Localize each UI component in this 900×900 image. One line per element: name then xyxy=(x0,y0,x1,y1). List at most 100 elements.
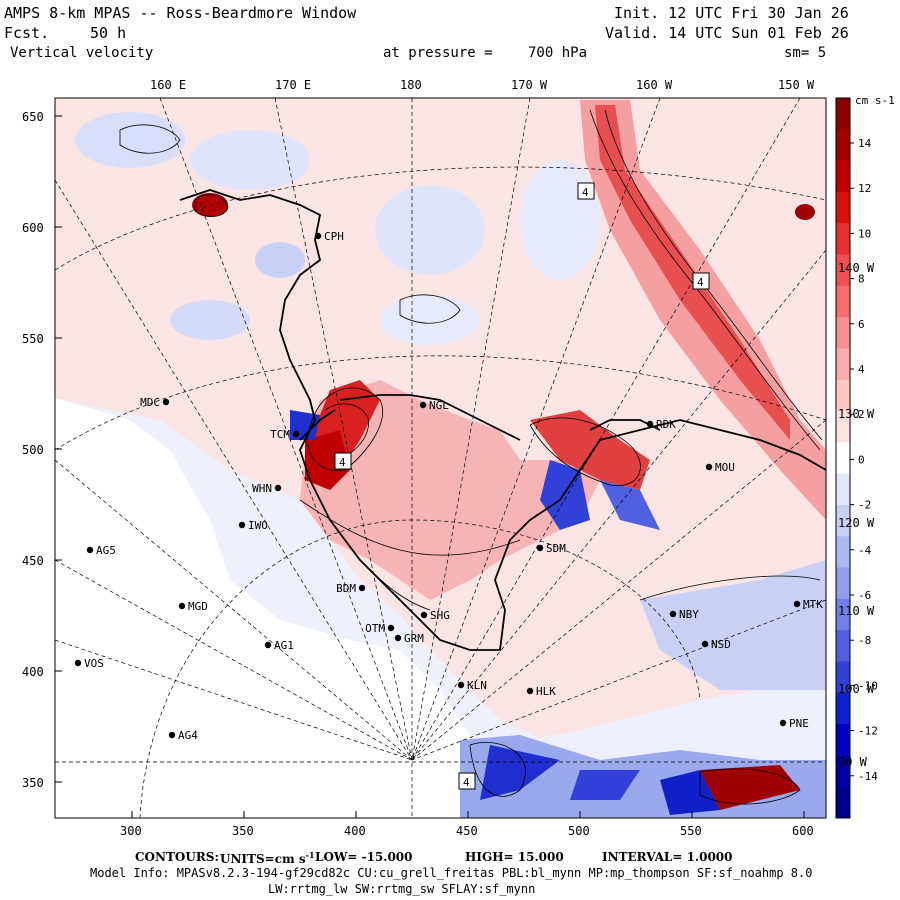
station-label-cph: CPH xyxy=(324,230,344,243)
colorbar-frame xyxy=(835,97,851,819)
strong-downdraft xyxy=(540,460,590,530)
bottom-tick-550: 550 xyxy=(680,824,702,838)
interval-value: INTERVAL= 1.0000 xyxy=(602,850,733,864)
colorbar-swatch xyxy=(836,223,850,256)
pressure-label: at pressure = xyxy=(383,45,493,61)
meridian-label: 130 W xyxy=(838,407,875,421)
colorbar-label: 8 xyxy=(858,273,865,286)
smoothing-value: sm= 5 xyxy=(784,45,827,61)
colorbar-swatch xyxy=(836,254,850,287)
left-tick-450: 450 xyxy=(22,554,44,568)
colorbar-label: 2 xyxy=(858,408,865,421)
blue-patch xyxy=(190,130,310,190)
extrema-label: 4 xyxy=(463,776,470,789)
meridian-label: 100 W xyxy=(838,682,875,696)
station-marker-mou xyxy=(705,463,713,471)
station-marker-mgd xyxy=(178,602,186,610)
colorbar-label: 6 xyxy=(858,318,865,331)
downdraft-band xyxy=(640,560,826,690)
station-marker-tcm xyxy=(292,430,300,438)
station-marker-hlk xyxy=(526,687,534,695)
colorbar-label: 0 xyxy=(858,453,865,466)
blue-patch xyxy=(380,295,480,345)
station-marker-sdm xyxy=(536,544,544,552)
model-info: Model Info: MPASv8.2.3-194-gf29cd82c CU:… xyxy=(90,866,813,880)
strong-downdraft xyxy=(480,745,560,800)
strong-updraft xyxy=(305,430,350,490)
left-tick-650: 650 xyxy=(22,110,44,124)
station-label-ag5: AG5 xyxy=(96,544,116,557)
strong-downdraft xyxy=(660,770,720,815)
blue-patch xyxy=(375,185,485,275)
station-label-mgd: MGD xyxy=(188,600,208,613)
bottom-tick-350: 350 xyxy=(232,824,254,838)
colorbar-swatch xyxy=(836,191,850,224)
colorbar xyxy=(836,98,850,819)
station-label-nsd: NSD xyxy=(711,638,731,651)
colorbar-swatch xyxy=(836,442,850,475)
colorbar-swatch xyxy=(836,661,850,694)
left-tick-400: 400 xyxy=(22,665,44,679)
station-label-bdm: BDM xyxy=(336,582,356,595)
station-marker-iwo xyxy=(238,521,246,529)
left-tick-500: 500 xyxy=(22,443,44,457)
station-layer: CPH MDC TCM NGL WHN IWO AG5 BDM MGD OTM SHG GRM AG1 V… xyxy=(74,230,823,742)
station-marker-otm xyxy=(387,624,395,632)
colorbar-swatch xyxy=(836,473,850,506)
station-marker-ag5 xyxy=(86,546,94,554)
colorbar-swatch xyxy=(836,567,850,600)
station-marker-ngl xyxy=(419,401,427,409)
station-label-pne: PNE xyxy=(789,717,809,730)
colorbar-swatch xyxy=(836,317,850,349)
units-label: UNITS=cm s-1 xyxy=(220,850,315,866)
station-label-kln: KLN xyxy=(467,679,487,692)
colorbar-label: 14 xyxy=(858,137,872,150)
station-label-mou: MOU xyxy=(715,461,735,474)
station-label-whn: WHN xyxy=(252,482,272,495)
model-info-physics: LW:rrtmg_lw SW:rrtmg_sw SFLAY:sf_mynn xyxy=(268,882,536,896)
blank-region xyxy=(55,398,490,818)
top-tick-160e: 160 E xyxy=(150,78,187,92)
station-marker-rdk xyxy=(646,420,654,428)
colorbar-swatch xyxy=(836,504,850,537)
map-title: AMPS 8-km MPAS -- Ross-Beardmore Window xyxy=(4,4,357,22)
station-marker-ag1 xyxy=(264,641,272,649)
colorbar-label: -8 xyxy=(858,634,871,647)
top-tick-160w: 160 W xyxy=(636,78,673,92)
red-region xyxy=(300,380,600,600)
colorbar-swatch xyxy=(836,98,850,130)
meridian-label: 140 W xyxy=(838,261,875,275)
station-marker-nsd xyxy=(701,640,709,648)
bottom-tick-450: 450 xyxy=(456,824,478,838)
colorbar-label: 10 xyxy=(858,227,871,240)
strong-updraft xyxy=(530,410,650,490)
station-label-ag4: AG4 xyxy=(178,729,198,742)
bottom-tick-500: 500 xyxy=(568,824,590,838)
meridian-label: 110 W xyxy=(838,604,875,618)
colorbar-label: -2 xyxy=(858,499,871,512)
extrema-markers xyxy=(334,182,710,790)
colorbar-swatch xyxy=(836,536,850,569)
top-tick-170e: 170 E xyxy=(275,78,312,92)
blue-patch xyxy=(255,242,305,278)
colorbar-swatch xyxy=(836,598,850,631)
strong-updraft xyxy=(192,193,228,217)
pressure-value: 700 hPa xyxy=(528,45,588,61)
colorbar-swatch xyxy=(836,411,850,443)
station-label-iwo: IWO xyxy=(248,519,268,532)
bottom-tick-400: 400 xyxy=(344,824,366,838)
top-tick-180: 180 xyxy=(400,78,422,92)
station-label-rdk: RDK xyxy=(656,418,676,431)
top-tick-150w: 150 W xyxy=(778,78,815,92)
station-label-shg: SHG xyxy=(430,609,450,622)
map-frame xyxy=(54,97,827,819)
colorbar-units: cm s-1 xyxy=(855,94,895,107)
colorbar-swatch xyxy=(836,285,850,318)
station-marker-grm xyxy=(394,634,402,642)
blue-patch xyxy=(520,160,600,280)
strong-downdraft xyxy=(600,480,660,530)
colorbar-swatch xyxy=(836,348,850,381)
contours-label: CONTOURS: xyxy=(135,850,219,864)
colorbar-swatch xyxy=(836,160,850,193)
